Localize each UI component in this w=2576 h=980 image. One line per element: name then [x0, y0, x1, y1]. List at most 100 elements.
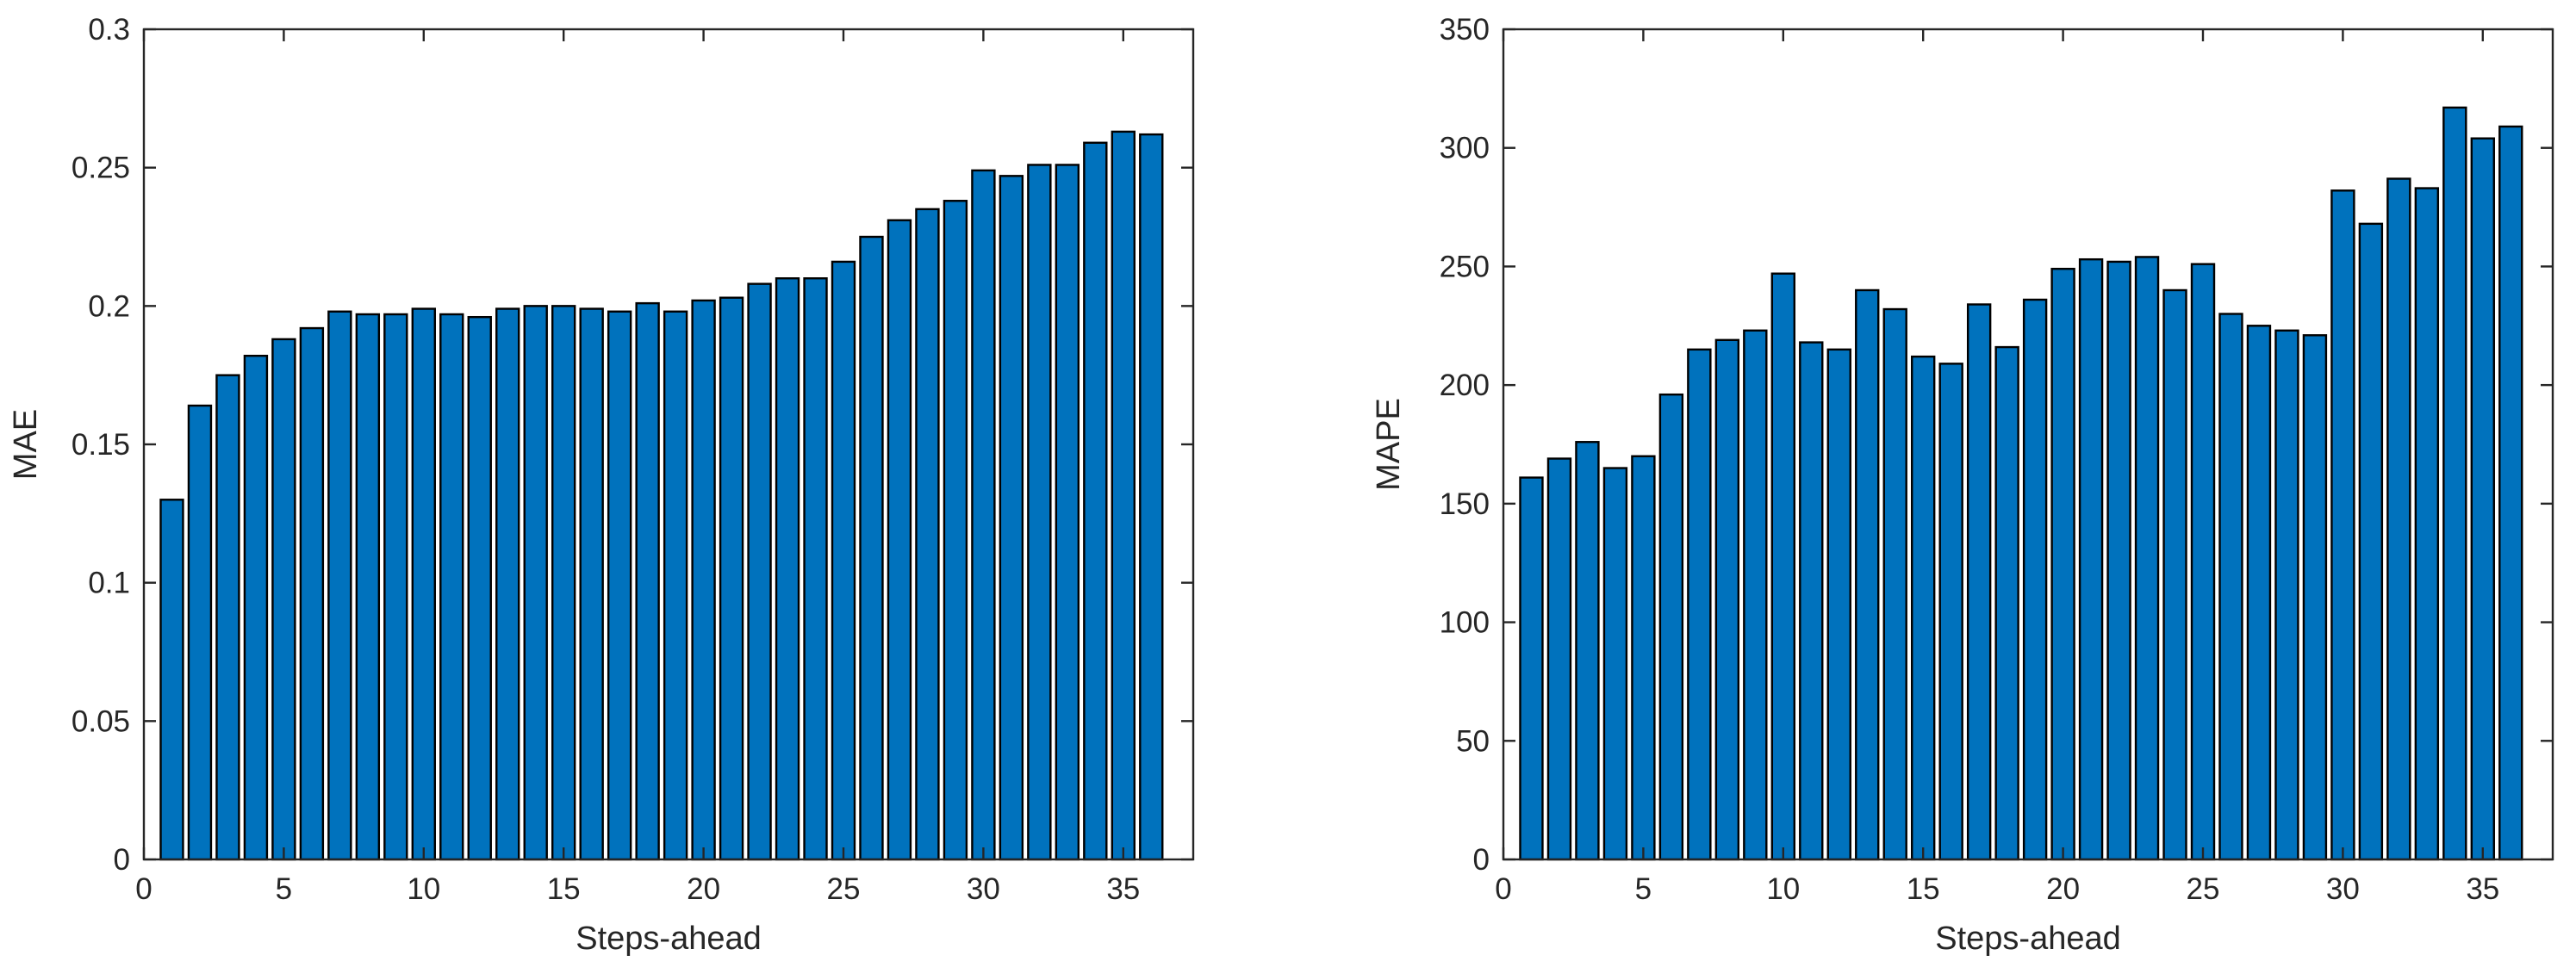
mape-bar	[2078, 257, 2104, 861]
mae-bar	[971, 169, 996, 861]
mae-bar	[551, 305, 576, 861]
mape-bar	[1994, 345, 2019, 861]
mae-bar	[635, 301, 660, 861]
mae-x-tick-label: 0	[135, 872, 152, 906]
mape-bar	[1826, 348, 1851, 861]
mape-bar	[1882, 307, 1907, 861]
mae-bar	[299, 326, 325, 861]
mae-x-tick-label: 20	[687, 872, 720, 906]
mae-bar	[943, 200, 968, 861]
mae-bar	[579, 307, 604, 861]
mape-bar	[2218, 313, 2243, 861]
mae-y-tick-label: 0.25	[72, 152, 130, 185]
mae-y-axis-label: MAE	[8, 409, 44, 480]
mae-bar	[271, 338, 296, 861]
mae-chart-panel: 0 5 10 15 20 25 30 35 0 0.05 0.1 0.15 0.2 0.25 0.3 Step…	[8, 13, 1195, 957]
mae-bar	[383, 313, 408, 861]
mae-x-tick-label: 15	[547, 872, 581, 906]
mae-x-tick-label: 10	[407, 872, 440, 906]
mae-y-tick-label: 0	[114, 843, 130, 877]
mape-bar	[2414, 187, 2440, 861]
mape-x-tick-label: 10	[1766, 872, 1800, 906]
mae-bar	[663, 310, 688, 861]
mape-bar	[1658, 393, 1684, 861]
mape-bar	[1966, 303, 1992, 861]
mae-bar	[747, 282, 772, 861]
mape-bar	[2190, 263, 2216, 861]
mae-y-tick-label: 0.3	[88, 13, 130, 47]
mape-bar	[2134, 256, 2160, 861]
mae-bar	[467, 315, 492, 861]
mae-bar	[1111, 130, 1136, 861]
mae-bar	[607, 310, 632, 861]
mae-bar	[159, 499, 184, 861]
mae-x-tick-label: 30	[967, 872, 1000, 906]
mape-bar	[2330, 189, 2355, 861]
mape-x-tick-label: 25	[2187, 872, 2220, 906]
mape-x-tick-label: 0	[1495, 872, 1511, 906]
mae-x-tick-label: 35	[1106, 872, 1140, 906]
mape-bar	[2246, 325, 2272, 861]
mae-x-tick-label: 5	[276, 872, 292, 906]
mape-bar	[2050, 267, 2075, 861]
mape-x-tick-label: 30	[2326, 872, 2360, 906]
mape-y-axis-label: MAPE	[1371, 398, 1407, 491]
mape-x-tick-label: 20	[2046, 872, 2080, 906]
mae-bar	[1055, 164, 1080, 861]
mape-bar	[2022, 298, 2048, 861]
mape-bar	[2106, 260, 2131, 861]
mape-bar	[2274, 329, 2299, 861]
mape-y-tick-label: 250	[1440, 250, 1490, 283]
mape-bar	[1938, 363, 1963, 861]
mape-bar	[1855, 288, 1880, 861]
mae-y-tick-label: 0.15	[72, 428, 130, 462]
mae-x-tick-label: 25	[827, 872, 861, 906]
mape-y-tick-label: 150	[1440, 487, 1490, 521]
mae-bar	[243, 354, 269, 861]
mae-y-tick-label: 0.2	[88, 289, 130, 323]
mae-bar	[187, 404, 213, 861]
mape-bar	[1519, 476, 1544, 861]
mape-bar	[1546, 457, 1572, 861]
mae-y-tick-label: 0.1	[88, 567, 130, 600]
mape-x-tick-label: 15	[1907, 872, 1940, 906]
mae-bar	[775, 277, 800, 861]
mae-bar	[803, 277, 828, 861]
mape-bar	[1911, 355, 1936, 861]
mae-bar	[831, 260, 856, 861]
mae-bar	[1083, 141, 1108, 861]
mae-bar	[523, 305, 548, 861]
mape-y-tick-label: 350	[1440, 13, 1490, 47]
mape-bar	[2358, 222, 2384, 861]
mae-bar	[999, 175, 1024, 861]
mae-bar	[215, 374, 240, 861]
mae-bar	[719, 296, 744, 861]
mape-bar	[2498, 125, 2523, 861]
mae-bar	[859, 235, 884, 861]
mape-bar	[1743, 329, 1768, 861]
mape-y-tick-label: 50	[1456, 724, 1490, 758]
mape-y-tick-label: 200	[1440, 369, 1490, 402]
mae-bar	[495, 307, 520, 861]
mape-bar	[1687, 348, 1712, 861]
mae-bar	[915, 208, 940, 861]
mae-bar	[1139, 133, 1164, 861]
mape-bar	[1602, 467, 1628, 861]
mape-bar	[2442, 106, 2467, 861]
mape-bar	[2386, 177, 2411, 861]
mape-bar	[1631, 455, 1656, 861]
mape-bar	[2470, 137, 2495, 861]
mape-chart-panel: 0 5 10 15 20 25 30 35050100150200250300350Steps…	[1371, 13, 2554, 957]
mae-bar	[887, 219, 912, 861]
mape-x-tick-label: 35	[2466, 872, 2499, 906]
mape-y-tick-label: 300	[1440, 132, 1490, 165]
mape-x-axis-label: Steps-ahead	[1935, 921, 2121, 957]
mape-bar	[1799, 341, 1824, 861]
mae-bar	[327, 310, 352, 861]
mae-bar	[691, 299, 716, 861]
mape-bar	[1770, 272, 1795, 861]
mae-bar	[411, 307, 436, 861]
mae-y-tick-label: 0.05	[72, 704, 130, 738]
mape-bar	[1575, 441, 1600, 861]
